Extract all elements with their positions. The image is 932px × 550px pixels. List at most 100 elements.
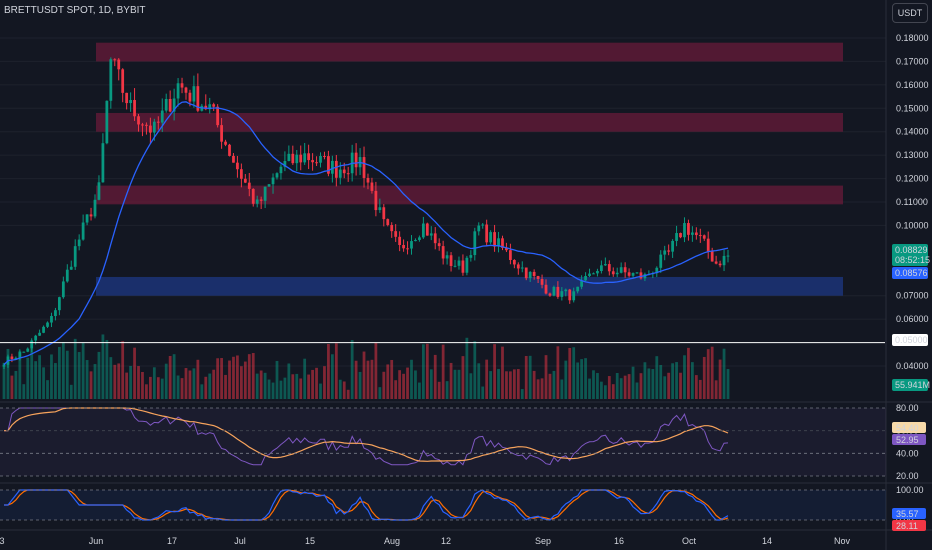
price-tick: 0.14000 [896, 127, 929, 137]
candle-body [552, 286, 556, 296]
volume-bar [532, 370, 536, 399]
resistance-zone [96, 42, 843, 62]
candle-body [425, 223, 429, 236]
candle-body [42, 326, 45, 333]
candle-body [93, 199, 97, 217]
volume-bar [437, 381, 441, 399]
candle-body [493, 232, 496, 247]
candle-body [247, 182, 251, 189]
candle-body [319, 156, 322, 163]
volume-bar [489, 371, 493, 399]
candle-body [683, 223, 686, 238]
candle-body [512, 259, 516, 265]
volume-bar [2, 362, 6, 399]
price-axis[interactable]: 0.18000 0.17000 0.16000 0.15000 0.14000 0.130… [896, 33, 929, 371]
candle-body [69, 266, 73, 270]
volume-bar [453, 369, 457, 399]
candle-body [97, 182, 101, 200]
volume-bar [330, 354, 334, 399]
candle-body [702, 235, 706, 239]
volume-bar [568, 347, 572, 399]
volume-bar [631, 366, 635, 399]
candle-body [691, 232, 694, 235]
volume-bar [307, 374, 311, 399]
volume-bar [263, 372, 267, 399]
volume-bar [362, 351, 366, 399]
volume-bar [168, 356, 172, 399]
volume-bar [635, 382, 639, 399]
candle-body [390, 225, 394, 232]
volume-bar [580, 359, 584, 399]
candle-body [710, 251, 714, 262]
candle-body [267, 184, 271, 187]
volume-bar [572, 347, 576, 399]
candle-body [236, 162, 239, 170]
volume-bar [81, 342, 85, 399]
candle-body [251, 188, 255, 204]
candle-body [113, 59, 117, 61]
time-axis[interactable]: 3 Jun 17 Jul 15 Aug 12 Sep 16 Oct 14 Nov [0, 536, 850, 546]
volume-bar [145, 384, 148, 399]
svg-text:0.08829: 0.08829 [895, 245, 928, 255]
volume-bar [358, 371, 362, 399]
price-tick: 0.12000 [896, 174, 929, 184]
candle-body [18, 352, 22, 358]
candle-body [141, 124, 144, 126]
volume-bar [283, 377, 287, 399]
candle-body [659, 254, 663, 268]
candle-body [528, 271, 532, 279]
volume-bar [346, 389, 350, 399]
moving-average-line [3, 101, 729, 366]
candle-body [334, 160, 338, 178]
candle-body [509, 250, 512, 260]
volume-bar [220, 358, 223, 399]
candle-body [279, 166, 283, 174]
volume-bar [520, 389, 524, 399]
candle-body [540, 278, 544, 285]
price-tick: 0.10000 [896, 220, 929, 230]
stoch-d-label: 28.11 [892, 520, 926, 531]
volume-bar [473, 341, 477, 399]
candle-body [437, 243, 441, 247]
volume-bar [77, 352, 81, 399]
volume-bar [560, 379, 564, 399]
candle-body [133, 99, 136, 117]
candle-body [156, 121, 160, 123]
candle-body [239, 169, 243, 179]
candle-body [196, 86, 200, 111]
rsi-line [4, 407, 729, 466]
time-tick: Jul [234, 536, 246, 546]
volume-bar [592, 370, 595, 399]
level-price-label: 0.05000 [892, 334, 928, 346]
volume-bar [184, 368, 188, 399]
candle-body [631, 273, 635, 276]
volume-bar [683, 355, 686, 399]
volume-bar [449, 362, 453, 399]
candle-body [85, 214, 89, 223]
volume-bar [722, 348, 726, 399]
volume-bar [619, 378, 623, 399]
volume-bar [26, 357, 30, 399]
currency-button[interactable]: USDT [892, 3, 928, 23]
volume-bar [477, 363, 481, 399]
candle-body [623, 267, 627, 273]
candle-body [449, 255, 453, 266]
volume-bar [564, 360, 568, 399]
candle-body [172, 98, 176, 112]
time-tick: 16 [614, 536, 624, 546]
volume-bar [441, 344, 445, 399]
candle-body [311, 160, 314, 163]
volume-bar [382, 371, 386, 399]
candle-body [473, 231, 477, 256]
svg-text:35.57: 35.57 [896, 509, 919, 519]
candle-body [445, 255, 449, 259]
volume-bar [299, 378, 303, 399]
volume-bar [497, 368, 500, 399]
volume-bar [69, 384, 73, 399]
candle-body [216, 106, 220, 126]
volume-bar [603, 385, 607, 399]
candle-body [346, 173, 350, 175]
volume-bar [291, 374, 295, 399]
volume-bar [615, 372, 619, 399]
